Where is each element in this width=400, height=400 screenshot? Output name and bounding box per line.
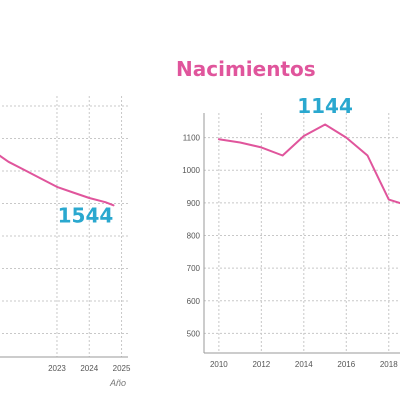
x-tick-label: 2025 xyxy=(113,364,131,373)
chart-births: 2010 2012 2014 2016 2018 500 600 700 800 900 1000 1… xyxy=(176,57,400,369)
y-tick-label: 500 xyxy=(187,329,201,338)
y-tick-label: 800 xyxy=(187,232,201,241)
value-callout: 1544 xyxy=(58,203,114,227)
x-tick-label: 2010 xyxy=(210,360,228,369)
x-axis-title: Año xyxy=(109,378,126,388)
series-line xyxy=(0,154,115,207)
chart-title: Nacimientos xyxy=(176,57,316,81)
value-callout: 1144 xyxy=(297,94,353,118)
series-line xyxy=(217,123,400,205)
x-tick-label: 2024 xyxy=(80,364,98,373)
y-tick-label: 600 xyxy=(187,297,201,306)
chart-left: 2023 2024 2025 Año 1544 xyxy=(0,96,131,388)
x-tick-label: 2023 xyxy=(48,364,66,373)
y-tick-label: 700 xyxy=(187,264,201,273)
x-tick-label: 2012 xyxy=(252,360,270,369)
y-tick-label: 1000 xyxy=(182,166,200,175)
x-tick-label: 2016 xyxy=(337,360,355,369)
y-tick-label: 1100 xyxy=(183,134,201,143)
x-tick-label: 2018 xyxy=(380,360,398,369)
x-tick-label: 2014 xyxy=(295,360,313,369)
y-tick-label: 900 xyxy=(187,199,201,208)
